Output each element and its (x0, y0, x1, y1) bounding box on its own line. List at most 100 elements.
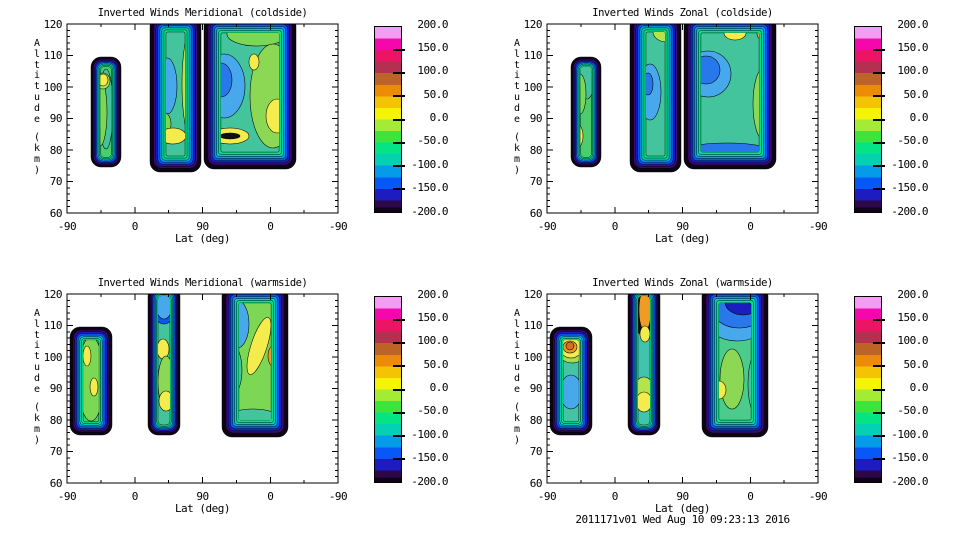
plot-title: Inverted Winds Meridional (coldside) (97, 7, 308, 19)
colorbar-label: 0.0 (429, 381, 449, 394)
y-axis-label-char: t (513, 81, 521, 93)
y-axis-label-char: t (513, 59, 521, 71)
y-tick-label: 120 (43, 17, 63, 31)
y-axis-label-char: d (513, 372, 521, 384)
colorbar-label: 50.0 (423, 357, 449, 371)
colorbar (374, 26, 405, 213)
colorbar-tick (393, 141, 405, 144)
colorbar-label: 150.0 (897, 310, 928, 324)
colorbar-label: 100.0 (417, 334, 448, 348)
y-axis-label-char: t (513, 329, 521, 341)
y-axis-label-char: k (33, 413, 41, 425)
colorbar-label: -50.0 (417, 134, 448, 148)
y-axis-label-char: t (33, 59, 41, 71)
y-axis-label-char: ( (33, 132, 41, 144)
y-axis-label-char: i (513, 340, 521, 352)
x-tick-label: 0 (747, 490, 754, 503)
y-axis-label-char: m (33, 153, 41, 165)
y-tick-label: 80 (49, 143, 63, 157)
colorbar-tick (393, 342, 405, 345)
y-tick-label: 60 (49, 206, 63, 220)
colorbar-tick (873, 434, 885, 437)
y-axis-label-char: ) (513, 164, 521, 176)
x-tick-label: -90 (328, 490, 348, 503)
axes-box (66, 293, 339, 484)
contour-plot (66, 23, 339, 214)
colorbar-label: -150.0 (891, 451, 928, 465)
contour-field (90, 24, 297, 173)
y-axis-label-char: d (33, 102, 41, 114)
y-axis-label-char: k (513, 143, 521, 155)
colorbar-label: -50.0 (897, 404, 928, 418)
colorbar-tick (873, 95, 885, 98)
colorbar-label: -100.0 (891, 157, 928, 171)
y-axis-label-char: t (33, 329, 41, 341)
y-tick-label: 60 (529, 206, 543, 220)
colorbar-label: -200.0 (891, 474, 928, 488)
colorbar-label: 200.0 (897, 17, 928, 31)
y-axis-label-char: e (33, 383, 41, 395)
y-axis-label-char: u (33, 361, 41, 373)
contour-plot (546, 23, 819, 214)
colorbar (854, 26, 885, 213)
colorbar-tick (393, 72, 405, 75)
x-tick-label: 90 (676, 490, 689, 503)
colorbar-label: -50.0 (417, 404, 448, 418)
colorbar-label: -150.0 (411, 181, 448, 195)
contour-field (549, 294, 769, 438)
y-axis-label-char: d (513, 102, 521, 114)
x-tick-label: 0 (611, 490, 619, 503)
colorbar-tick (393, 319, 405, 322)
colorbar-label: 200.0 (897, 287, 928, 301)
y-axis-label-char: l (513, 48, 521, 60)
y-axis-label-char: i (513, 70, 521, 82)
contour-plot (66, 293, 339, 484)
colorbar-label: -150.0 (891, 181, 928, 195)
y-tick-label: 70 (529, 175, 543, 188)
colorbar-label: 100.0 (897, 334, 928, 348)
colorbar-label: 100.0 (897, 64, 928, 78)
colorbar-label: 50.0 (903, 87, 929, 101)
y-tick-label: 110 (43, 49, 63, 62)
colorbar-label: 0.0 (909, 111, 929, 124)
y-tick-label: 70 (49, 175, 63, 188)
colorbar-label: -200.0 (411, 474, 448, 488)
colorbar-tick (393, 164, 405, 167)
axes-box (546, 23, 819, 214)
colorbar-label: 0.0 (429, 111, 449, 124)
y-tick-label: 80 (529, 143, 543, 157)
y-axis-label-char: ) (33, 164, 41, 176)
y-axis-label-char: t (513, 351, 521, 363)
y-axis-label-char: A (33, 308, 41, 319)
y-axis-label-char: ) (33, 434, 41, 446)
y-tick-label: 60 (49, 476, 63, 490)
colorbar-label: 150.0 (897, 40, 928, 54)
colorbar-tick (873, 118, 885, 121)
x-axis-label: Lat (deg) (654, 502, 711, 515)
x-tick-label: -90 (537, 490, 557, 503)
y-axis-label-char: ( (33, 402, 41, 414)
y-tick-label: 100 (43, 80, 63, 94)
y-axis-label-char: A (513, 308, 521, 319)
y-axis-label-char: k (513, 413, 521, 425)
colorbar-label: -50.0 (897, 134, 928, 148)
y-tick-label: 100 (43, 350, 63, 364)
colorbar-label: 50.0 (423, 87, 449, 101)
x-tick-label: -90 (808, 220, 828, 233)
colorbar-tick (873, 365, 885, 368)
x-tick-label: 0 (267, 490, 274, 503)
y-tick-label: 110 (43, 319, 63, 332)
colorbar-tick (873, 342, 885, 345)
colorbar-label: -200.0 (891, 204, 928, 218)
colorbar-label: -100.0 (411, 427, 448, 441)
y-axis-label-char: k (33, 143, 41, 155)
y-tick-label: 90 (49, 112, 63, 125)
y-axis-label-char: e (513, 113, 521, 125)
colorbar-label: -150.0 (411, 451, 448, 465)
y-axis-label-char: l (33, 318, 41, 330)
y-tick-label: 110 (523, 49, 543, 62)
y-axis-label-char: ( (513, 402, 521, 414)
